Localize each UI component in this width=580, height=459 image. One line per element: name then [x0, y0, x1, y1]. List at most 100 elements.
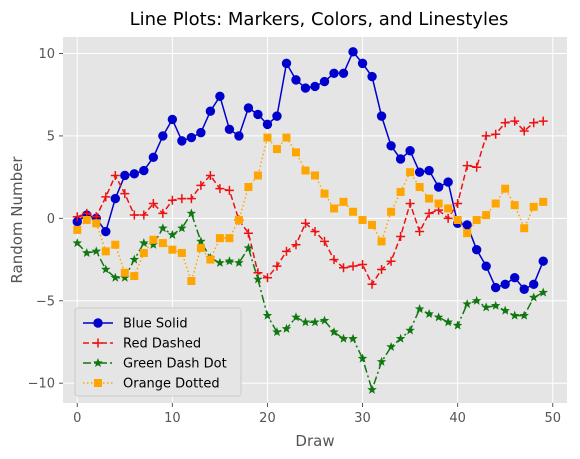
- data-point: [520, 224, 529, 233]
- data-point: [253, 274, 263, 284]
- data-point: [395, 333, 406, 343]
- data-point: [529, 202, 538, 211]
- y-tick-label: 0: [47, 212, 55, 227]
- data-point: [168, 245, 177, 254]
- data-point: [453, 199, 463, 209]
- data-point: [73, 225, 82, 234]
- data-point: [111, 240, 120, 249]
- data-point: [538, 287, 548, 297]
- data-point: [129, 254, 140, 264]
- data-point: [491, 199, 500, 208]
- data-point: [281, 58, 292, 69]
- data-point: [234, 216, 243, 224]
- data-point: [177, 223, 187, 233]
- data-point: [319, 315, 330, 325]
- data-point: [215, 91, 225, 102]
- legend-label: Green Dash Dot: [123, 357, 227, 372]
- data-point: [348, 47, 358, 57]
- y-axis-label: Random Number: [8, 156, 26, 284]
- data-point: [234, 257, 244, 267]
- data-point: [167, 229, 178, 239]
- data-point: [462, 299, 472, 309]
- data-point: [387, 207, 396, 216]
- data-point: [129, 169, 140, 179]
- data-point: [110, 272, 121, 282]
- legend-label: Orange Dotted: [123, 377, 220, 392]
- data-point: [481, 302, 491, 312]
- data-point: [149, 235, 158, 244]
- data-point: [196, 236, 206, 246]
- data-point: [444, 204, 453, 213]
- data-point: [253, 109, 263, 120]
- data-point: [186, 194, 196, 204]
- data-point: [120, 272, 130, 282]
- data-point: [500, 279, 510, 289]
- data-point: [510, 201, 519, 210]
- data-point: [158, 223, 168, 233]
- data-point: [463, 229, 472, 238]
- data-point: [490, 282, 501, 293]
- data-point: [167, 195, 177, 205]
- data-point: [395, 154, 406, 164]
- data-point: [224, 185, 234, 195]
- legend-marker: [93, 318, 103, 328]
- data-point: [139, 248, 148, 257]
- data-point: [376, 356, 387, 366]
- data-point: [310, 317, 320, 327]
- data-point: [225, 234, 234, 243]
- data-point: [310, 81, 320, 92]
- data-point: [148, 239, 159, 249]
- data-point: [472, 162, 482, 172]
- data-point: [538, 256, 548, 266]
- data-point: [196, 180, 206, 190]
- data-point: [367, 384, 377, 394]
- data-point: [291, 148, 300, 157]
- data-point: [139, 210, 149, 220]
- data-point: [500, 305, 510, 315]
- data-point: [139, 238, 149, 248]
- data-point: [120, 268, 129, 277]
- data-point: [376, 111, 387, 121]
- data-point: [528, 292, 539, 302]
- data-point: [272, 327, 282, 337]
- data-point: [224, 256, 235, 266]
- data-point: [72, 238, 83, 248]
- data-point: [300, 317, 311, 327]
- legend-marker: [93, 338, 103, 348]
- legend-item: Green Dash Dot: [83, 357, 227, 372]
- series-blue-solid: [72, 47, 548, 294]
- data-point: [501, 184, 510, 193]
- data-point: [529, 118, 539, 128]
- data-point: [414, 304, 425, 314]
- data-point: [101, 264, 111, 274]
- data-point: [243, 228, 253, 238]
- data-point: [386, 141, 396, 151]
- data-point: [415, 227, 425, 237]
- data-point: [396, 187, 405, 196]
- data-point: [82, 216, 91, 224]
- data-point: [377, 264, 387, 274]
- data-point: [262, 273, 272, 283]
- data-point: [462, 220, 472, 230]
- data-point: [348, 261, 358, 271]
- data-point: [187, 277, 196, 285]
- data-point: [519, 310, 529, 320]
- data-point: [434, 199, 443, 208]
- data-point: [300, 218, 310, 228]
- data-point: [500, 118, 510, 128]
- data-point: [453, 216, 462, 224]
- legend-marker: [93, 358, 103, 368]
- data-point: [405, 199, 415, 209]
- x-axis-label: Draw: [295, 432, 334, 450]
- legend: Blue Solid Red Dashed Green Dash Dot Orange…: [74, 307, 242, 397]
- data-point: [357, 58, 368, 69]
- x-tick-label: 20: [259, 411, 276, 426]
- data-point: [110, 170, 120, 180]
- data-point: [234, 131, 244, 141]
- legend-item: Red Dashed: [83, 337, 201, 352]
- x-tick-label: 50: [544, 411, 561, 426]
- data-point: [272, 111, 282, 121]
- data-point: [281, 246, 291, 256]
- chart-title: Line Plots: Markers, Colors, and Linesty…: [130, 9, 509, 30]
- data-point: [158, 131, 168, 141]
